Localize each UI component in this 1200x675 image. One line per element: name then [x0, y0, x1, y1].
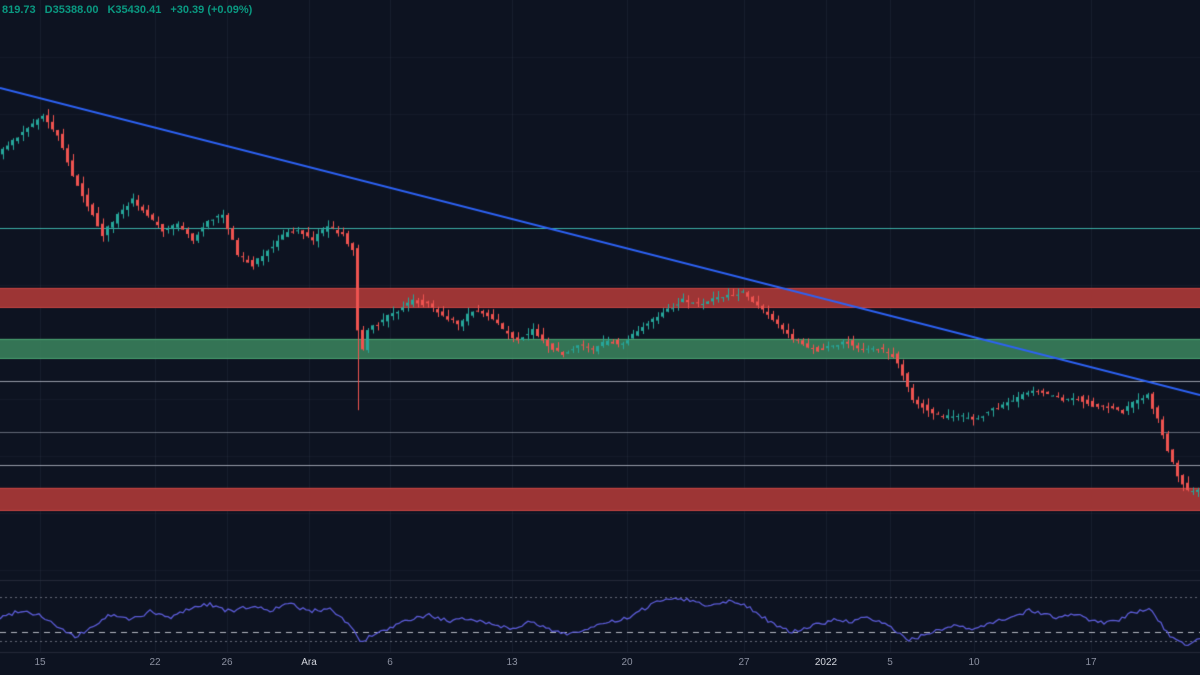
time-label: 10 [968, 657, 980, 668]
time-label: 17 [1085, 657, 1097, 668]
time-label: 27 [738, 657, 750, 668]
legend-value: +30.39 (+0.09%) [170, 4, 253, 16]
time-label: 2022 [814, 657, 838, 668]
time-axis[interactable]: 15 22 26 Ara 6 13 20 27 2022 5 10 17 [0, 653, 1200, 675]
time-label: 15 [34, 657, 46, 668]
time-label: Ara [301, 657, 317, 668]
time-label: 5 [887, 657, 893, 668]
legend-value: 819.73 [2, 4, 36, 16]
time-label: 20 [621, 657, 633, 668]
time-label: 22 [149, 657, 161, 668]
time-label: 6 [387, 657, 393, 668]
ohlc-legend: 819.73 D35388.00 K35430.41 +30.39 (+0.09%) [2, 4, 252, 16]
time-label: 13 [506, 657, 518, 668]
time-label: 26 [221, 657, 233, 668]
legend-value: D35388.00 [44, 4, 99, 16]
legend-value: K35430.41 [107, 4, 162, 16]
